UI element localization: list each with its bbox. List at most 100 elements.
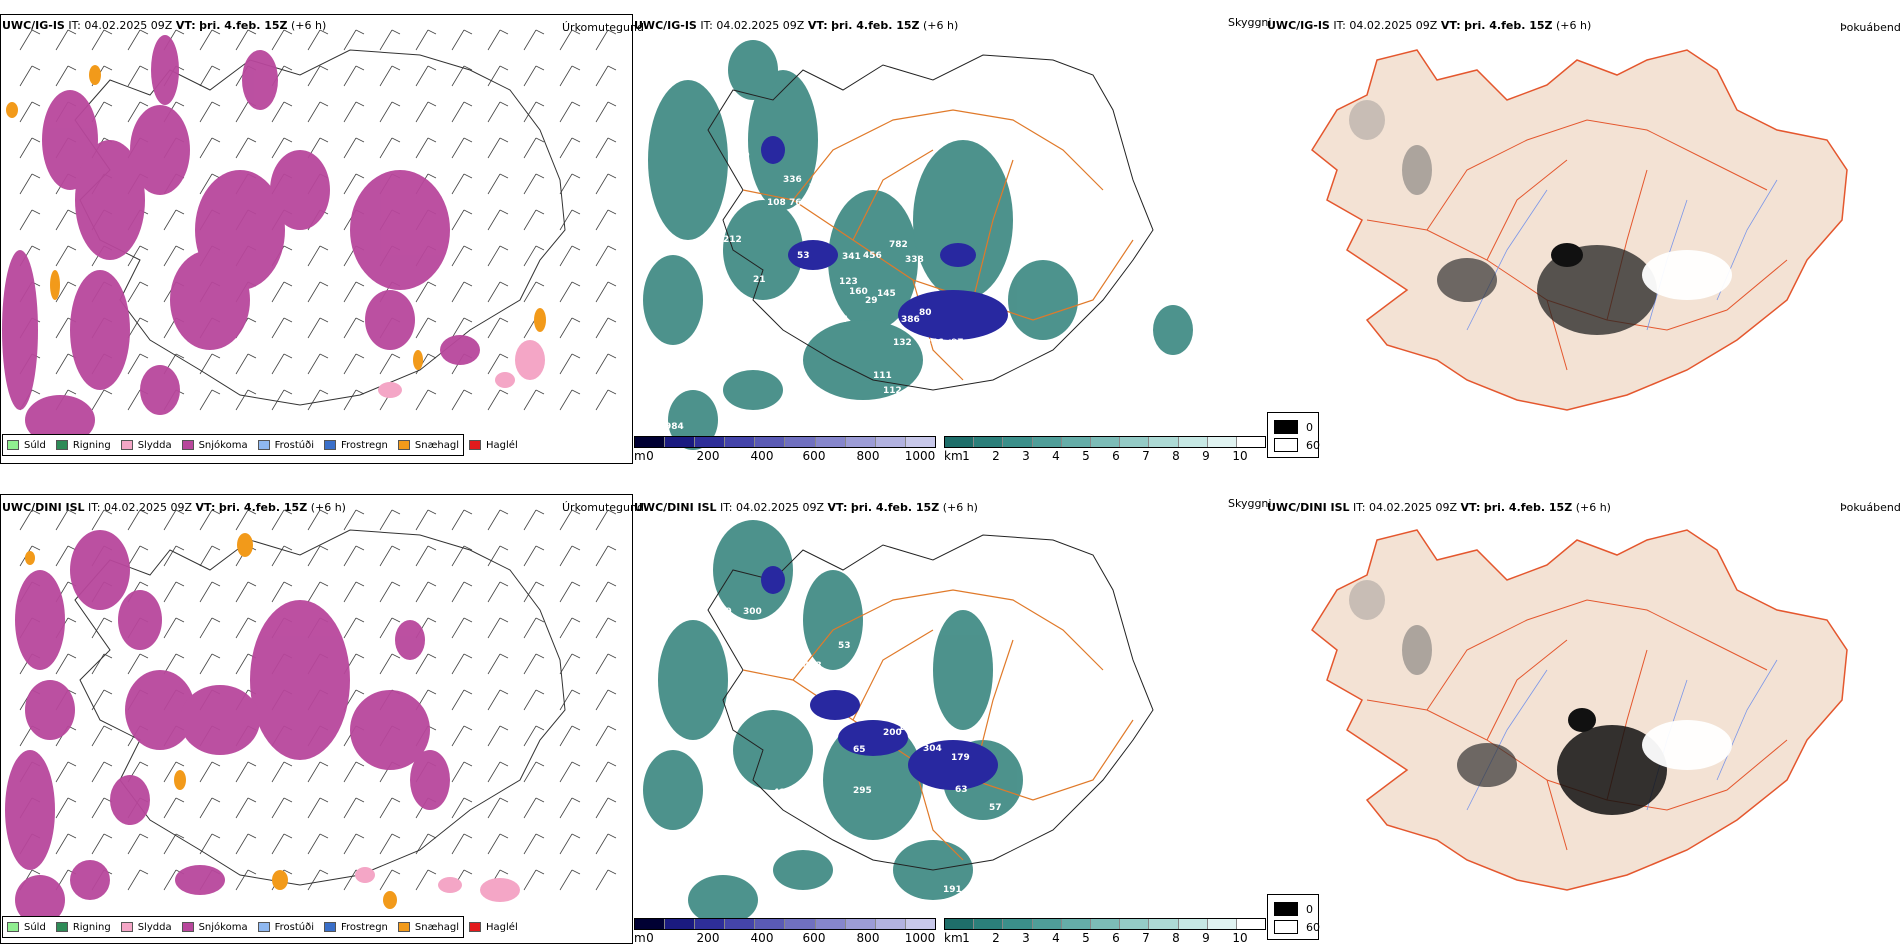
colorbar-cell: [1032, 437, 1062, 447]
legend-item: Snjókoma: [181, 922, 248, 933]
fog-areas: [1349, 100, 1732, 335]
lead-time: (+6 h): [923, 19, 959, 32]
wind-barb: [307, 797, 329, 819]
legend-item: Súld: [7, 922, 46, 933]
it-label: IT:: [700, 19, 713, 32]
model-name: UWC/DINI ISL: [2, 501, 85, 514]
wind-barb: [415, 833, 437, 855]
wind-barb: [19, 65, 41, 87]
colorbar-cell: [845, 919, 876, 929]
colorbar-cell: [755, 437, 786, 447]
visibility-tick: 9: [1202, 449, 1210, 463]
legend-swatch: [181, 922, 194, 932]
wind-barb: [163, 245, 185, 267]
panel-header: UWC/IG-IS IT: 04.02.2025 09Z VT: þri. 4.…: [634, 19, 958, 33]
row-1: UWC/IG-IS IT: 04.02.2025 09Z VT: þri. 4.…: [0, 0, 1900, 470]
wind-barb: [523, 761, 545, 783]
ceiling-tick: 200: [696, 931, 720, 945]
precip-map: [2, 29, 617, 445]
wind-barb: [595, 101, 617, 123]
wind-barb: [91, 833, 113, 855]
visibility-tick: 7: [1142, 449, 1150, 463]
ceiling-tick: 1000: [904, 449, 936, 463]
visibility-tick: 3: [1022, 449, 1030, 463]
legend-label: Slydda: [137, 921, 172, 933]
legend-swatch: [181, 440, 194, 450]
wind-barb: [595, 389, 617, 411]
wind-barb: [595, 653, 617, 675]
ceiling-label: 123: [839, 277, 858, 287]
wind-barb: [595, 617, 617, 639]
wind-barb: [559, 245, 581, 267]
visibility-colorbar: [944, 436, 1266, 448]
wind-barb: [451, 689, 473, 711]
colorbar-cell: [815, 919, 846, 929]
wind-barb: [523, 389, 545, 411]
wind-barb: [19, 509, 41, 531]
colorbar-cell: [945, 437, 975, 447]
wind-barb: [91, 653, 113, 675]
wind-barb: [415, 389, 437, 411]
colorbar-cell: [635, 919, 666, 929]
wind-barb: [595, 173, 617, 195]
legend-label: Rigning: [72, 921, 111, 933]
fog-areas: [1349, 580, 1732, 815]
wind-barb: [523, 65, 545, 87]
wind-barb: [343, 545, 365, 567]
wind-barb: [379, 545, 401, 567]
wind-barb: [487, 509, 509, 531]
wind-barb: [235, 389, 257, 411]
wind-barb: [523, 101, 545, 123]
wind-barb: [523, 617, 545, 639]
wind-barb: [379, 617, 401, 639]
it-label: IT:: [88, 501, 101, 514]
colorbar-cell: [945, 919, 975, 929]
fog-legend-label: 60: [1306, 438, 1320, 452]
ceiling-label: 984: [993, 844, 1012, 854]
wind-barb: [595, 317, 617, 339]
wind-barb: [451, 173, 473, 195]
wind-barb: [451, 617, 473, 639]
wind-barb: [559, 317, 581, 339]
wind-barb: [91, 725, 113, 747]
colorbar-cell: [1061, 437, 1091, 447]
snow-pellet-areas: [25, 533, 397, 909]
wind-barb: [307, 545, 329, 567]
wind-barb: [559, 353, 581, 375]
model-name: UWC/DINI ISL: [634, 501, 717, 514]
wind-barb: [271, 281, 293, 303]
wind-barb: [343, 101, 365, 123]
legend-swatch: [257, 440, 270, 450]
vt-value: þri. 4.feb. 15Z: [1464, 19, 1553, 32]
wind-barb: [307, 389, 329, 411]
ceiling-label: 160: [849, 287, 868, 297]
wind-barb: [379, 869, 401, 891]
ceiling-label: 412: [773, 788, 792, 798]
ceiling-label: 63: [955, 785, 968, 795]
colorbar-cell: [974, 437, 1004, 447]
legend-item: Rigning: [55, 440, 111, 451]
wind-barb: [343, 281, 365, 303]
visibility-areas: [643, 520, 1023, 925]
coastline: [74, 49, 566, 406]
wind-barb: [559, 869, 581, 891]
wind-barb: [163, 209, 185, 231]
wind-barb: [127, 245, 149, 267]
precip-title: Úrkomutegund: [562, 501, 644, 514]
legend-swatch: [55, 440, 68, 450]
legend-swatch: [7, 922, 19, 932]
wind-barb: [307, 29, 329, 51]
it-value: 04.02.2025 09Z: [1349, 19, 1438, 32]
ceiling-label: 53: [797, 251, 810, 261]
it-value: 04.02.2025 09Z: [1369, 501, 1458, 514]
wind-barb: [91, 29, 113, 51]
wind-barb: [271, 353, 293, 375]
it-value: 04.02.2025 09Z: [84, 19, 173, 32]
ceiling-label: 300: [743, 607, 762, 617]
wind-barb: [487, 581, 509, 603]
ceiling-tick: 600: [802, 449, 826, 463]
wind-barb: [199, 761, 221, 783]
legend-item: Haglél: [469, 922, 518, 933]
